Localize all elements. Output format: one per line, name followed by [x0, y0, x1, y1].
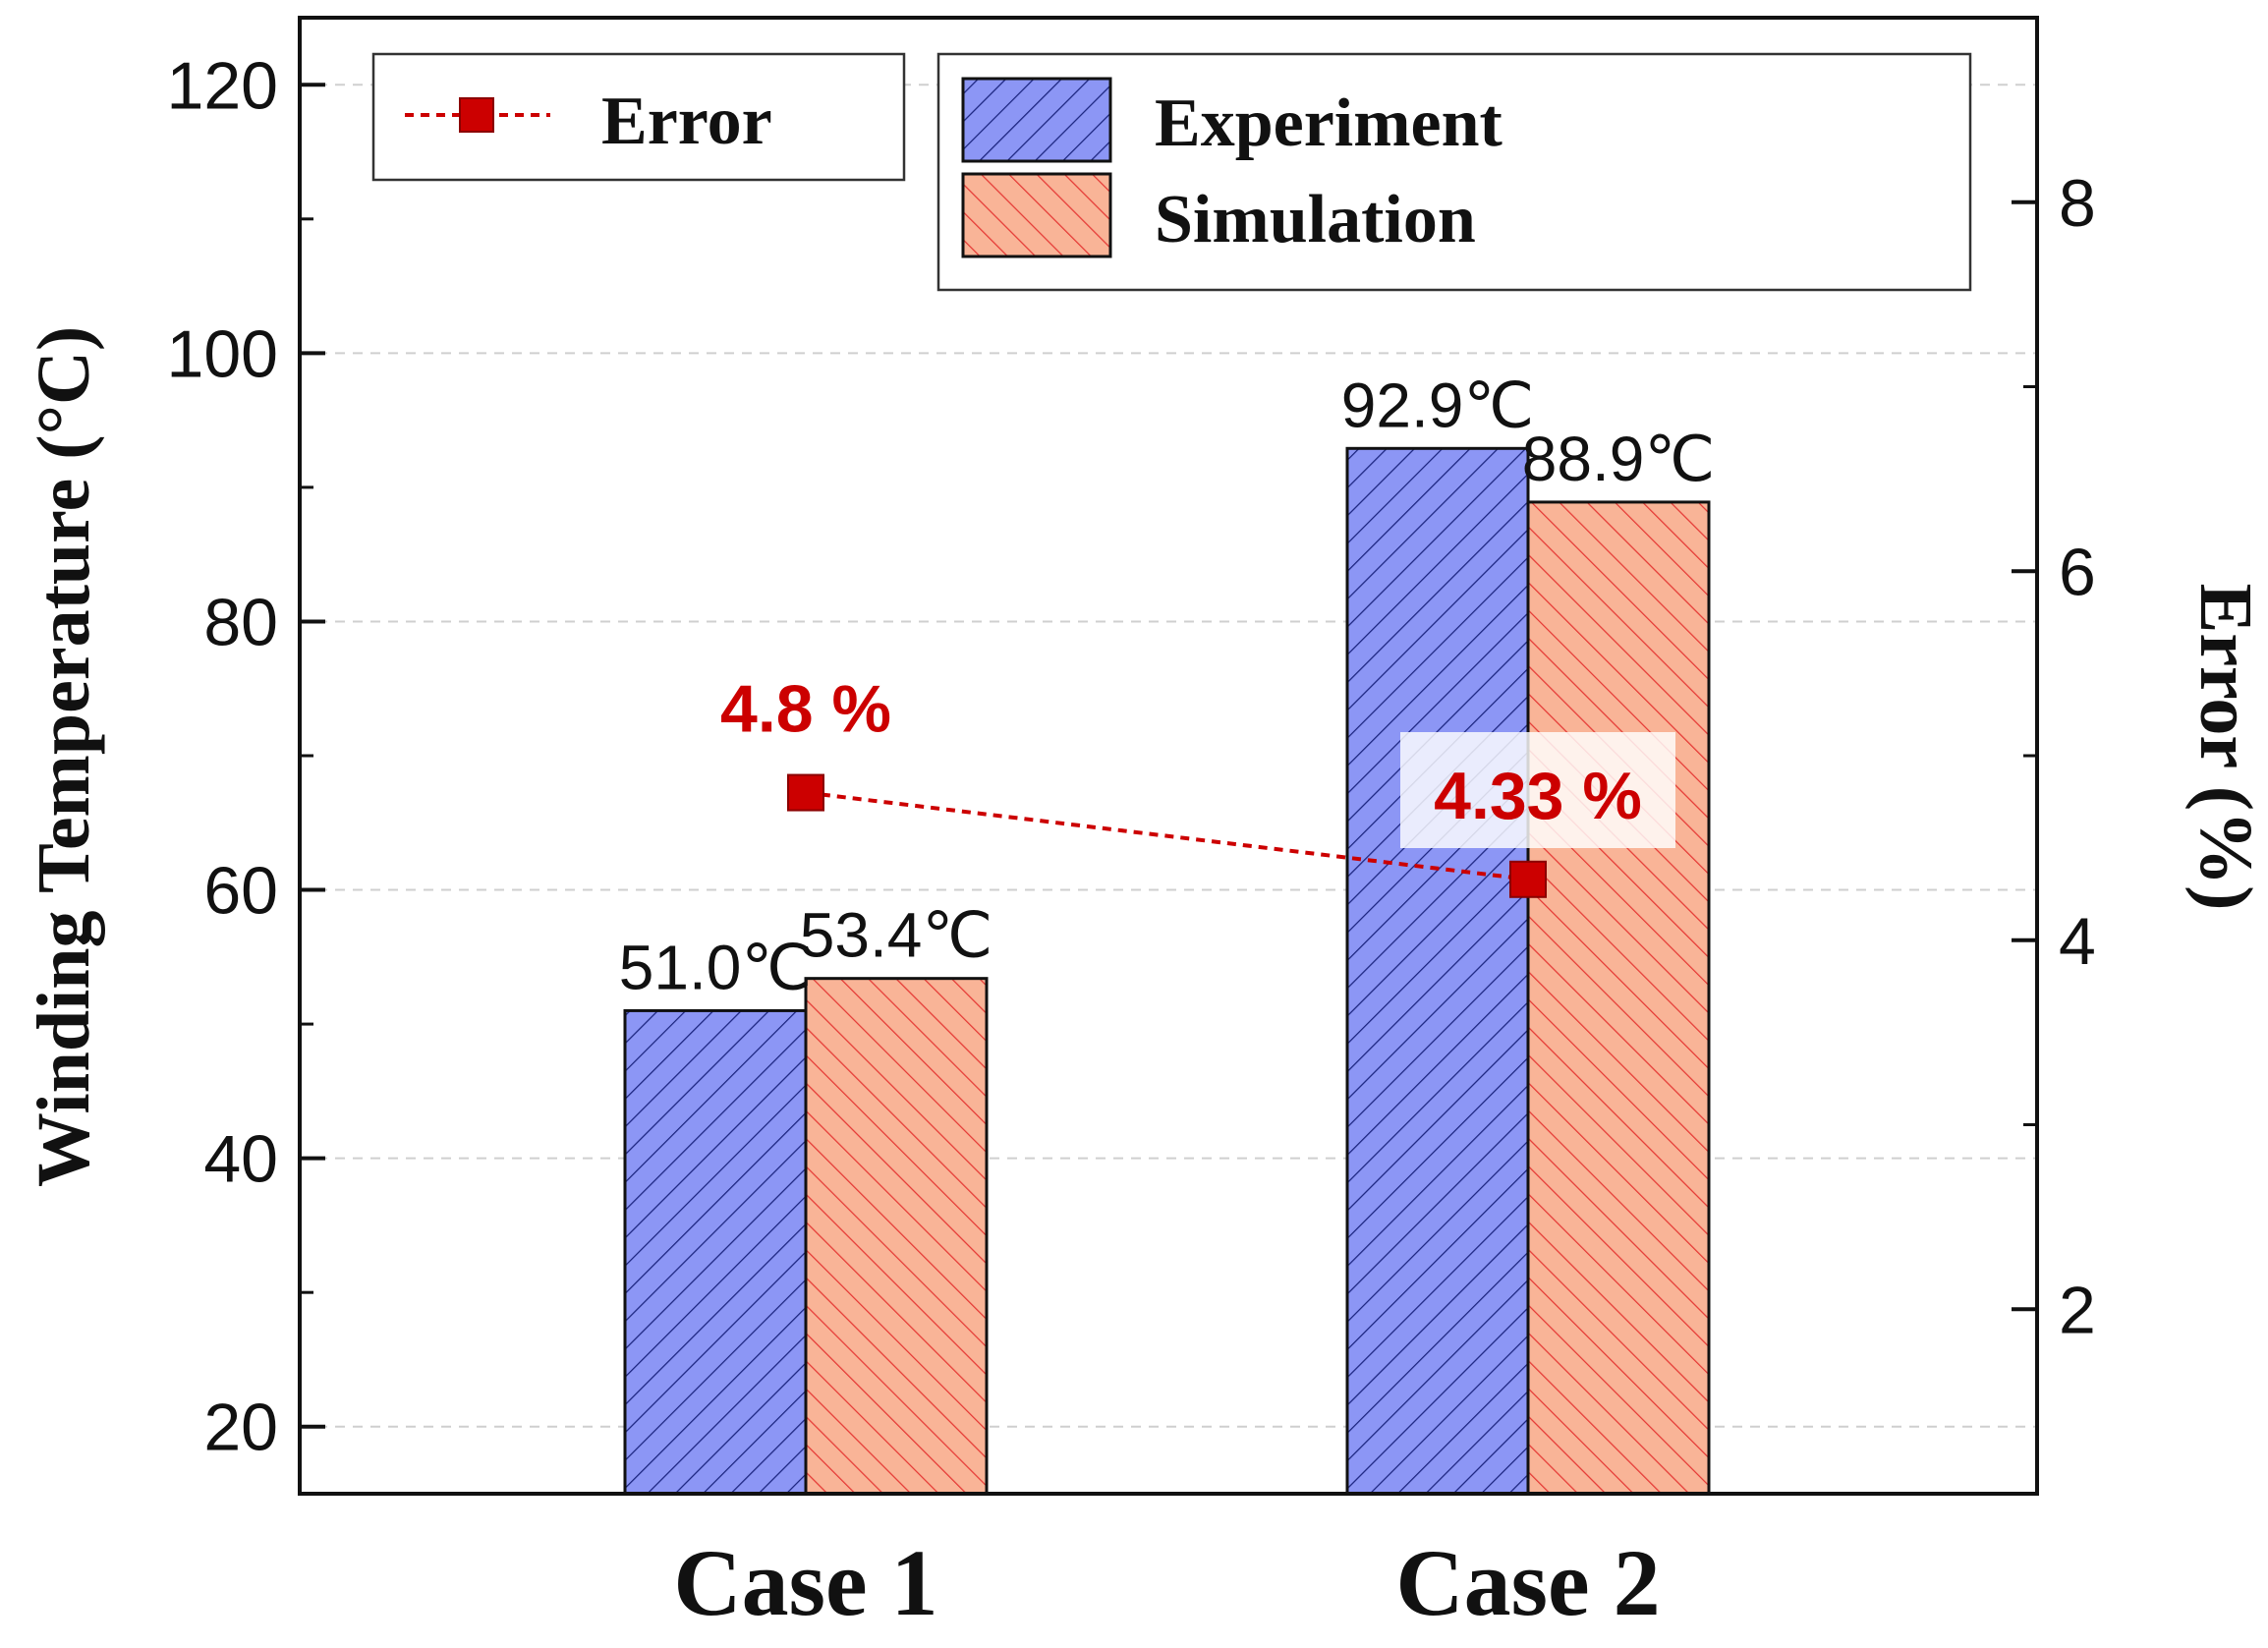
bar-value-labels: 51.0℃53.4℃ 92.9℃88.9℃ — [619, 369, 1715, 1002]
legend-simulation-label: Simulation — [1155, 182, 1476, 257]
category-label: Case 2 — [1395, 1530, 1660, 1635]
error-marker — [1509, 860, 1547, 898]
y-tick-label: 120 — [167, 48, 278, 123]
bar-experiment — [623, 1008, 808, 1496]
error-value-label: 4.33 % — [1434, 759, 1642, 833]
y2-tick-label: 8 — [2059, 166, 2096, 241]
bar-simulation — [804, 977, 989, 1496]
bar-simulation-value-label: 88.9℃ — [1522, 424, 1715, 494]
bar-simulation — [1526, 500, 1711, 1496]
bar-simulation-value-label: 53.4℃ — [800, 900, 992, 971]
error-marker — [787, 773, 824, 812]
y2-tick-label: 2 — [2059, 1273, 2096, 1347]
legend-experiment-label: Experiment — [1155, 85, 1503, 161]
y-tick-label: 80 — [203, 585, 278, 659]
error-series: 4.8 % 4.33 % — [720, 672, 1675, 898]
y2-tick-label: 6 — [2059, 535, 2096, 609]
legend-experiment-swatch — [961, 77, 1112, 163]
error-value-label: 4.8 % — [720, 672, 891, 747]
legend-bars: Experiment Simulation — [936, 52, 1972, 292]
error-line — [805, 790, 1529, 881]
y-tick-label: 40 — [203, 1122, 278, 1197]
category-labels: Case 1 Case 2 — [673, 1530, 1660, 1635]
error-label-background — [1400, 732, 1675, 848]
y2-axis-title: Error (%) — [2184, 584, 2267, 911]
legend-error: Error — [371, 52, 906, 182]
legend-simulation-swatch — [961, 172, 1112, 258]
y-tick-label: 100 — [167, 316, 278, 391]
right-axis-ticks: 2 4 6 8 — [2012, 166, 2096, 1347]
legend-error-label: Error — [601, 84, 772, 159]
y-axis-title: Winding Temperature (°C) — [23, 326, 105, 1187]
y-tick-label: 20 — [203, 1391, 278, 1465]
y2-tick-label: 4 — [2059, 904, 2096, 979]
left-axis-ticks: 20 40 60 80 100 120 — [167, 48, 325, 1465]
bar-experiment-value-label: 92.9℃ — [1341, 369, 1534, 440]
bar-experiment — [1345, 446, 1530, 1496]
bar-experiment-value-label: 51.0℃ — [619, 932, 812, 1002]
legend-error-marker — [459, 97, 494, 133]
y-tick-label: 60 — [203, 854, 278, 929]
category-label: Case 1 — [673, 1530, 937, 1635]
